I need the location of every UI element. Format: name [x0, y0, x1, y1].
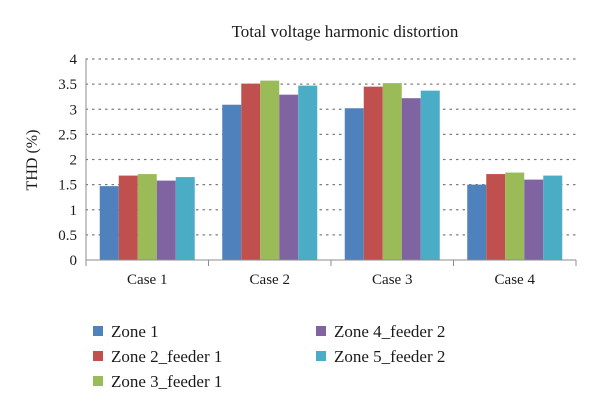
bar	[298, 85, 318, 260]
bar	[486, 174, 506, 260]
bar	[467, 184, 487, 260]
bar	[279, 94, 299, 261]
legend-label: Zone 2_feeder 1	[111, 347, 222, 366]
bar	[241, 83, 261, 260]
x-tick-label: Case 3	[372, 272, 412, 288]
bar	[401, 98, 421, 260]
bar	[420, 90, 440, 260]
x-tick-label: Case 2	[250, 272, 290, 288]
legend: Zone 1 Zone 2_feeder 1 Zone 3_feeder 1 Zone…	[93, 322, 445, 391]
bar	[222, 104, 242, 260]
y-tick-label: 0.5	[58, 228, 77, 244]
y-tick-label: 3	[70, 102, 78, 118]
bar	[137, 174, 157, 260]
y-axis-label: THD (%)	[24, 130, 41, 191]
y-tick-label: 1.5	[58, 178, 77, 194]
chart-title: Total voltage harmonic distortion	[232, 22, 459, 41]
bar	[156, 180, 176, 260]
bar	[363, 86, 383, 260]
bars-group	[99, 80, 563, 261]
bar	[505, 172, 525, 260]
legend-label: Zone 3_feeder 1	[111, 372, 222, 391]
y-tick-label: 2	[70, 153, 78, 169]
x-tick-labels: Case 1 Case 2 Case 3 Case 4	[127, 272, 535, 288]
legend-swatch	[316, 326, 326, 336]
bar	[543, 175, 563, 260]
y-tick-label: 4	[70, 52, 78, 68]
y-tick-label: 0	[70, 253, 78, 269]
legend-label: Zone 4_feeder 2	[334, 322, 445, 341]
legend-swatch	[93, 326, 103, 336]
axes-group	[85, 59, 577, 266]
bar	[344, 108, 364, 261]
x-tick-label: Case 4	[495, 272, 536, 288]
legend-label: Zone 5_feeder 2	[334, 347, 445, 366]
bar	[99, 186, 119, 260]
legend-label: Zone 1	[111, 322, 159, 341]
bar	[175, 177, 195, 260]
y-tick-label: 1	[70, 203, 78, 219]
bar	[118, 175, 138, 260]
y-tick-labels: 0 0.5 1 1.5 2 2.5 3 3.5 4	[58, 52, 77, 269]
bar	[260, 80, 280, 260]
y-tick-label: 3.5	[58, 77, 77, 93]
bar	[524, 179, 544, 260]
y-tick-label: 2.5	[58, 127, 77, 143]
bar	[382, 83, 402, 261]
legend-swatch	[93, 376, 103, 386]
legend-swatch	[316, 351, 326, 361]
legend-swatch	[93, 351, 103, 361]
x-tick-label: Case 1	[127, 272, 167, 288]
